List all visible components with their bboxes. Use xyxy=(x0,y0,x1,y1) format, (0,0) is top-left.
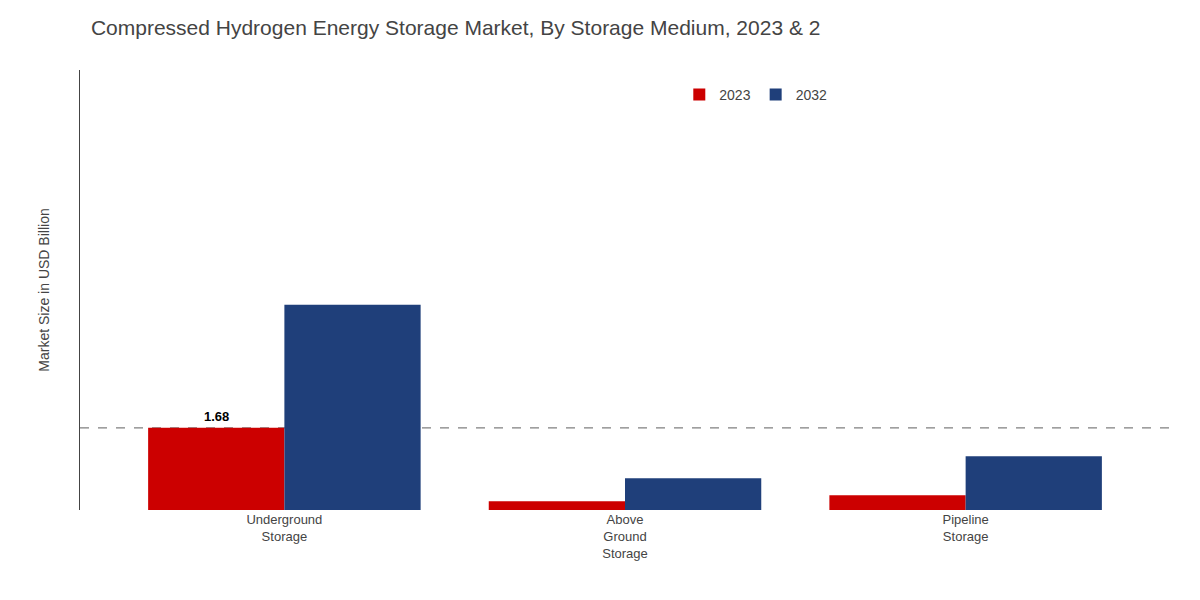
svg-text:UndergroundStorage: UndergroundStorage xyxy=(246,512,322,544)
svg-text:AboveGroundStorage: AboveGroundStorage xyxy=(602,512,648,561)
svg-text:1.68: 1.68 xyxy=(204,409,229,424)
svg-text:Market Size in USD Billion: Market Size in USD Billion xyxy=(36,208,52,371)
svg-text:2032: 2032 xyxy=(796,87,827,103)
svg-text:PipelineStorage: PipelineStorage xyxy=(942,512,988,544)
svg-text:2023: 2023 xyxy=(719,87,750,103)
svg-text:Compressed Hydrogen Energy Sto: Compressed Hydrogen Energy Storage Marke… xyxy=(91,16,821,39)
